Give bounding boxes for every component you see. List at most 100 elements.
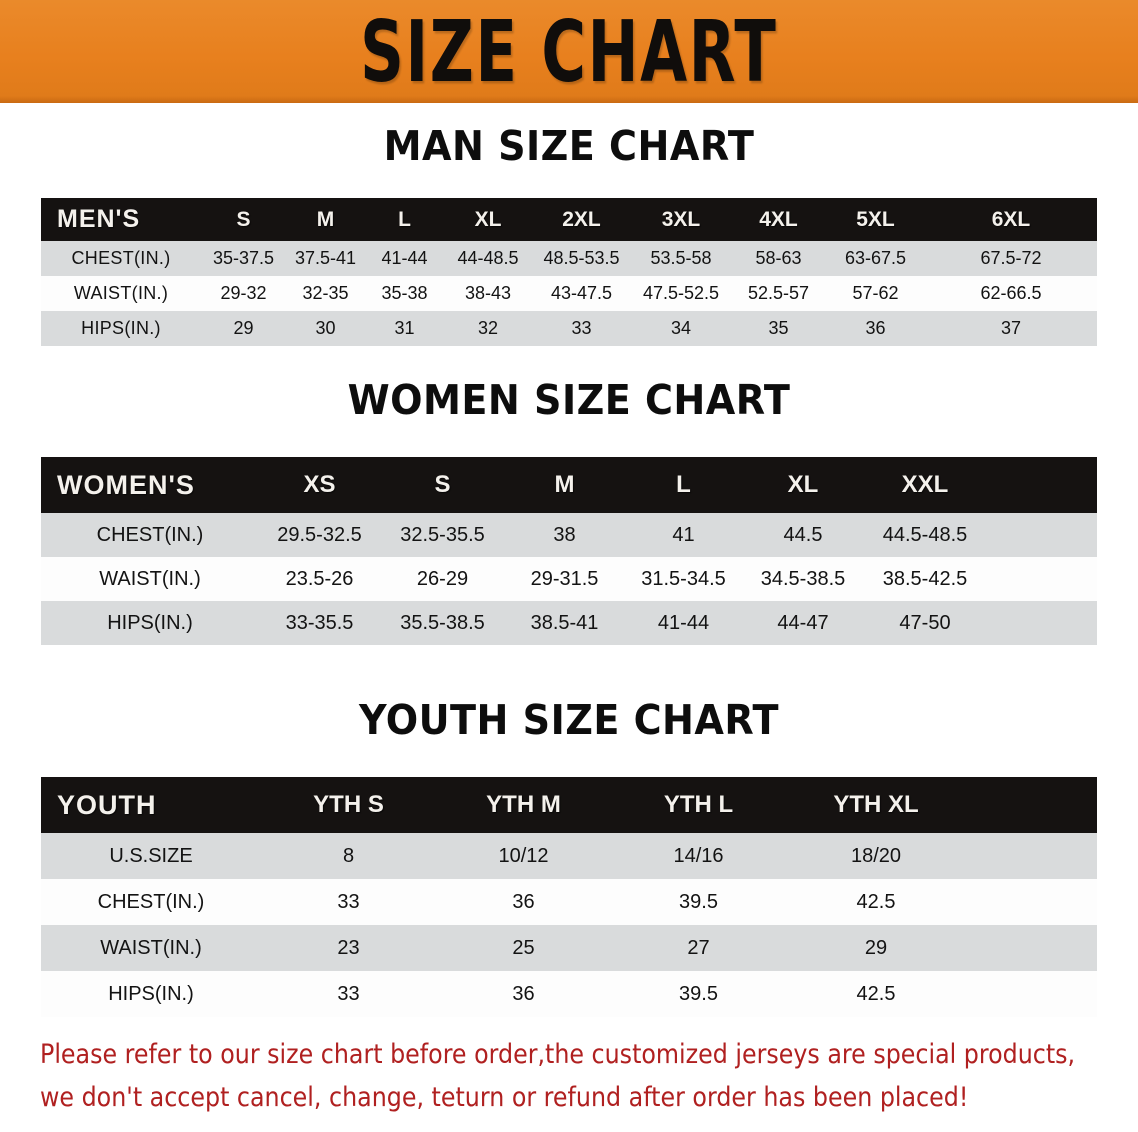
table-cell: 35: [768, 318, 789, 338]
table-cell: 53.5-58: [650, 248, 712, 268]
table-cell: 10/12: [498, 844, 549, 867]
table-cell: 42.5: [856, 890, 896, 913]
table-row: WAIST(IN.) 23.5-26 26-29 29-31.5 31.5-34…: [41, 557, 1097, 601]
table-cell: 44.5-48.5: [882, 523, 968, 546]
table-cell: 38.5-42.5: [882, 567, 968, 590]
table-cell: [987, 601, 1097, 645]
table-cell: 39.5: [679, 982, 718, 1005]
table-cell: 42.5: [856, 982, 896, 1005]
table-cell: 44-48.5: [457, 248, 519, 268]
table-row: CHEST(IN.) 33 36 39.5 42.5: [41, 879, 1097, 925]
men-row-label-header: MEN'S: [57, 205, 141, 233]
table-row: CHEST(IN.) 35-37.5 37.5-41 41-44 44-48.5…: [41, 241, 1097, 276]
table-cell: 26-29: [416, 567, 469, 590]
table-cell: 41-44: [657, 611, 710, 634]
men-col-xl: XL: [474, 207, 502, 231]
table-cell: 48.5-53.5: [543, 248, 620, 268]
table-cell: 34.5-38.5: [760, 567, 846, 590]
table-cell: 33: [337, 982, 360, 1005]
table-cell: 36: [512, 890, 535, 913]
table-cell: 41: [672, 523, 695, 546]
table-cell: 32-35: [302, 283, 349, 303]
table-header-row: WOMEN'S XS S M L XL XXL: [41, 457, 1097, 513]
table-row: HIPS(IN.) 33 36 39.5 42.5: [41, 971, 1097, 1017]
women-row-label-header: WOMEN'S: [57, 469, 195, 500]
table-cell: [966, 971, 1097, 1017]
youth-row-label-us-size: U.S.SIZE: [109, 844, 193, 867]
table-cell: 44.5: [783, 523, 823, 546]
table-row: CHEST(IN.) 29.5-32.5 32.5-35.5 38 41 44.…: [41, 513, 1097, 557]
disclaimer-line-2: we don't accept cancel, change, teturn o…: [40, 1082, 969, 1113]
women-size-table: WOMEN'S XS S M L XL XXL CHEST(IN.) 29.5-…: [41, 457, 1097, 645]
men-col-4xl: 4XL: [759, 207, 798, 231]
page-banner: SIZE CHART: [0, 0, 1138, 103]
table-cell: 36: [865, 318, 886, 338]
table-cell: 33-35.5: [285, 611, 354, 634]
women-section-title: WOMEN SIZE CHART: [347, 376, 791, 424]
table-cell: 47.5-52.5: [642, 283, 720, 303]
table-cell: 57-62: [852, 283, 899, 303]
youth-row-label-header: YOUTH: [57, 789, 157, 820]
table-cell: 29: [233, 318, 254, 338]
table-cell: 44-47: [777, 611, 829, 634]
table-cell: 18/20: [850, 844, 902, 867]
women-row-label-waist: WAIST(IN.): [99, 567, 201, 590]
women-col-empty: [987, 457, 1097, 513]
men-col-s: S: [236, 207, 251, 231]
table-cell: 43-47.5: [550, 283, 613, 303]
women-col-l: L: [676, 471, 691, 498]
table-cell: 25: [512, 936, 535, 959]
table-cell: [966, 833, 1097, 879]
table-cell: 62-66.5: [980, 283, 1042, 303]
youth-col-xl: YTH XL: [833, 791, 919, 818]
table-cell: 31.5-34.5: [641, 567, 726, 590]
table-cell: 58-63: [755, 248, 802, 268]
table-cell: 29.5-32.5: [277, 523, 362, 546]
table-cell: 33: [571, 318, 592, 338]
table-cell: 39.5: [679, 890, 718, 913]
youth-col-m: YTH M: [486, 791, 561, 818]
table-cell: 35-37.5: [212, 248, 275, 268]
table-cell: [966, 925, 1097, 971]
table-cell: 33: [337, 890, 360, 913]
table-cell: 67.5-72: [980, 248, 1042, 268]
youth-section-title: YOUTH SIZE CHART: [359, 696, 779, 744]
table-cell: [966, 879, 1097, 925]
table-cell: 38-43: [464, 283, 512, 303]
youth-col-s: YTH S: [313, 791, 384, 818]
men-col-3xl: 3XL: [661, 207, 701, 231]
table-cell: 29: [864, 936, 888, 959]
table-cell: 27: [687, 936, 710, 959]
women-row-label-hips: HIPS(IN.): [107, 611, 193, 634]
page-title: SIZE CHART: [360, 1, 778, 101]
table-row: WAIST(IN.) 23 25 27 29: [41, 925, 1097, 971]
youth-row-label-chest: CHEST(IN.): [97, 890, 205, 913]
table-header-row: MEN'S S M L XL 2XL 3XL 4XL 5XL 6XL: [41, 198, 1097, 241]
table-cell: 63-67.5: [844, 248, 907, 268]
table-cell: 38.5-41: [530, 611, 599, 634]
table-cell: [987, 557, 1097, 601]
youth-col-empty: [966, 777, 1097, 833]
table-row: WAIST(IN.) 29-32 32-35 35-38 38-43 43-47…: [41, 276, 1097, 311]
men-size-table: MEN'S S M L XL 2XL 3XL 4XL 5XL 6XL CHEST…: [41, 198, 1097, 346]
men-row-label-hips: HIPS(IN.): [81, 318, 161, 338]
table-cell: 47-50: [899, 611, 951, 634]
table-cell: 32.5-35.5: [400, 523, 485, 546]
women-row-label-chest: CHEST(IN.): [96, 523, 204, 546]
women-col-s: S: [434, 471, 451, 498]
table-row: HIPS(IN.) 33-35.5 35.5-38.5 38.5-41 41-4…: [41, 601, 1097, 645]
table-cell: 37: [1000, 318, 1022, 338]
men-row-label-waist: WAIST(IN.): [73, 283, 169, 303]
men-col-m: M: [316, 207, 335, 231]
table-cell: 52.5-57: [747, 283, 810, 303]
men-row-label-chest: CHEST(IN.): [71, 248, 171, 268]
table-cell: 38: [553, 523, 576, 546]
table-cell: 36: [512, 982, 535, 1005]
table-cell: 29-32: [220, 283, 267, 303]
table-cell: 37.5-41: [294, 248, 357, 268]
youth-size-table: YOUTH YTH S YTH M YTH L YTH XL U.S.SIZE …: [41, 777, 1097, 1017]
table-cell: 35-38: [381, 283, 428, 303]
men-col-l: L: [398, 207, 411, 231]
table-cell: 23.5-26: [285, 567, 354, 590]
women-col-xs: XS: [303, 471, 336, 498]
